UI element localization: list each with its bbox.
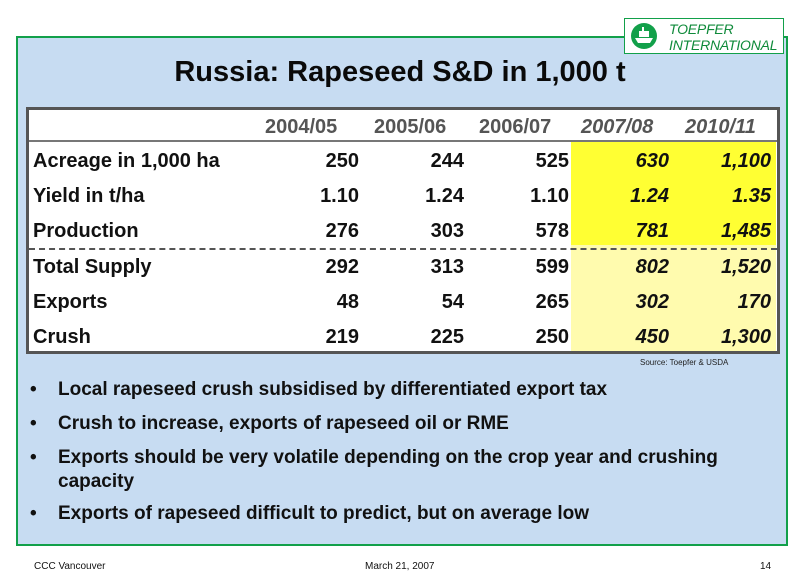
row-label: Total Supply — [33, 256, 152, 278]
table-cell: 303 — [430, 220, 464, 242]
col-header: 2004/05 — [265, 116, 338, 138]
bullet-item: Exports should be very volatile dependin… — [30, 446, 780, 494]
bullet-item: Crush to increase, exports of rapeseed o… — [30, 412, 780, 436]
table-cell: 265 — [535, 291, 569, 313]
table-cell: 170 — [737, 291, 771, 313]
footer-left: CCC Vancouver — [34, 561, 106, 572]
col-header: 2010/11 — [685, 116, 756, 138]
sd-table: 2004/05 2005/06 2006/07 2007/08 2010/11 … — [26, 107, 780, 354]
bullet-list: Local rapeseed crush subsidised by diffe… — [30, 378, 780, 536]
table-cell: 302 — [635, 291, 669, 313]
table-cell: 630 — [635, 150, 669, 172]
row-label: Exports — [33, 291, 108, 313]
table-cell: 578 — [535, 220, 569, 242]
table-cell: 599 — [535, 256, 569, 278]
row-label: Yield in t/ha — [33, 185, 145, 207]
row-label: Acreage in 1,000 ha — [33, 150, 220, 172]
footer-date: March 21, 2007 — [365, 561, 435, 572]
table-cell: 54 — [441, 291, 464, 313]
table-cell: 781 — [635, 220, 669, 242]
source-note: Source: Toepfer & USDA — [640, 358, 729, 367]
table-cell: 292 — [325, 256, 359, 278]
logo-text: TOEPFER INTERNATIONAL — [669, 21, 778, 53]
table-cell: 1.24 — [425, 185, 464, 207]
table-cell: 276 — [325, 220, 359, 242]
col-header: 2006/07 — [479, 116, 552, 138]
table-cell: 802 — [635, 256, 669, 278]
dashed-divider — [29, 248, 777, 250]
table-cell: 250 — [325, 150, 359, 172]
table-cell: 225 — [430, 326, 464, 348]
forecast-highlight — [571, 142, 776, 245]
table-cell: 525 — [535, 150, 569, 172]
bullet-item: Exports of rapeseed difficult to predict… — [30, 502, 780, 526]
row-label: Crush — [33, 326, 91, 348]
header-rule — [29, 140, 777, 142]
bullet-item: Local rapeseed crush subsidised by diffe… — [30, 378, 780, 402]
globe-ship-icon — [631, 23, 657, 49]
table-cell: 1.10 — [320, 185, 359, 207]
table-cell: 1.24 — [630, 185, 669, 207]
table-cell: 250 — [535, 326, 569, 348]
table-cell: 48 — [336, 291, 359, 313]
table-cell: 244 — [430, 150, 464, 172]
logo-line-2: INTERNATIONAL — [669, 37, 778, 53]
table-cell: 1.10 — [530, 185, 569, 207]
row-label: Production — [33, 220, 139, 242]
forecast-highlight-light — [571, 245, 776, 351]
table-cell: 219 — [325, 326, 359, 348]
table-cell: 450 — [635, 326, 669, 348]
table-cell: 1,485 — [720, 220, 771, 242]
logo-line-1: TOEPFER — [669, 21, 734, 37]
table-cell: 1,520 — [720, 256, 771, 278]
col-header: 2005/06 — [374, 116, 447, 138]
table-cell: 313 — [430, 256, 464, 278]
table-cell: 1.35 — [732, 185, 771, 207]
table-cell: 1,100 — [720, 150, 771, 172]
page-number: 14 — [760, 561, 772, 572]
table-cell: 1,300 — [720, 326, 771, 348]
col-header: 2007/08 — [581, 116, 654, 138]
slide-title: Russia: Rapeseed S&D in 1,000 t — [174, 56, 626, 88]
company-logo: TOEPFER INTERNATIONAL — [624, 18, 784, 54]
